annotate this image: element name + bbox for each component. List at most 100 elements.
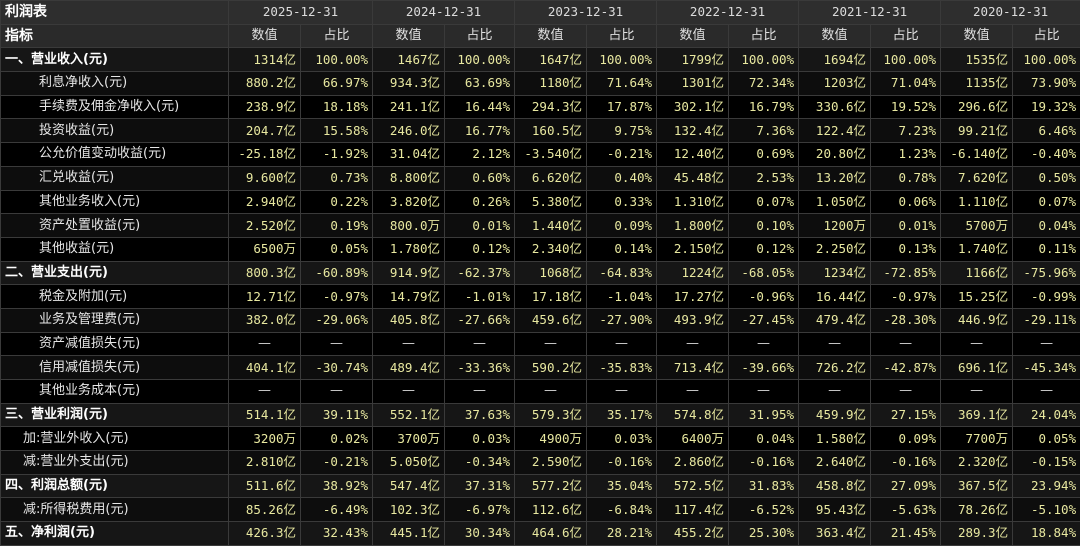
value-cell: 160.5亿 xyxy=(515,119,587,143)
value-cell: 800.3亿 xyxy=(229,261,301,285)
year-header[interactable]: 2025-12-31 xyxy=(229,1,373,25)
ratio-column-header[interactable]: 占比 xyxy=(301,24,373,48)
ratio-cell: 73.90% xyxy=(1013,72,1080,96)
table-row[interactable]: 税金及附加(元)12.71亿-0.97%14.79亿-1.01%17.18亿-1… xyxy=(1,285,1080,309)
value-cell: 13.20亿 xyxy=(799,166,871,190)
value-cell: 12.71亿 xyxy=(229,285,301,309)
row-label: 四、利润总额(元) xyxy=(1,474,229,498)
ratio-cell: — xyxy=(729,380,799,404)
ratio-cell: 0.02% xyxy=(301,427,373,451)
value-cell: 2.150亿 xyxy=(657,237,729,261)
ratio-cell: 7.36% xyxy=(729,119,799,143)
ratio-cell: -0.34% xyxy=(445,451,515,475)
ratio-cell: 0.69% xyxy=(729,143,799,167)
ratio-column-header[interactable]: 占比 xyxy=(445,24,515,48)
ratio-column-header[interactable]: 占比 xyxy=(729,24,799,48)
ratio-cell: 39.11% xyxy=(301,403,373,427)
value-column-header[interactable]: 数值 xyxy=(657,24,729,48)
row-label: 其他业务成本(元) xyxy=(1,380,229,404)
ratio-column-header[interactable]: 占比 xyxy=(1013,24,1080,48)
value-column-header[interactable]: 数值 xyxy=(941,24,1013,48)
year-header[interactable]: 2022-12-31 xyxy=(657,1,799,25)
table-row[interactable]: 资产减值损失(元)———————————— xyxy=(1,332,1080,356)
value-cell: 132.4亿 xyxy=(657,119,729,143)
ratio-cell: 0.40% xyxy=(587,166,657,190)
value-cell: — xyxy=(515,332,587,356)
value-cell: 914.9亿 xyxy=(373,261,445,285)
ratio-cell: 27.15% xyxy=(871,403,941,427)
value-column-header[interactable]: 数值 xyxy=(373,24,445,48)
value-cell: 296.6亿 xyxy=(941,95,1013,119)
value-cell: 446.9亿 xyxy=(941,308,1013,332)
ratio-cell: 0.04% xyxy=(729,427,799,451)
value-column-header[interactable]: 数值 xyxy=(229,24,301,48)
year-header[interactable]: 2020-12-31 xyxy=(941,1,1080,25)
row-label: 其他收益(元) xyxy=(1,237,229,261)
ratio-cell: 15.58% xyxy=(301,119,373,143)
value-cell: 1.050亿 xyxy=(799,190,871,214)
ratio-cell: -1.01% xyxy=(445,285,515,309)
ratio-column-header[interactable]: 占比 xyxy=(871,24,941,48)
ratio-cell: — xyxy=(445,380,515,404)
table-row[interactable]: 信用减值损失(元)404.1亿-30.74%489.4亿-33.36%590.2… xyxy=(1,356,1080,380)
value-cell: 574.8亿 xyxy=(657,403,729,427)
value-cell: -25.18亿 xyxy=(229,143,301,167)
ratio-cell: 0.07% xyxy=(729,190,799,214)
ratio-cell: 0.03% xyxy=(587,427,657,451)
row-label: 减:营业外支出(元) xyxy=(1,451,229,475)
value-column-header[interactable]: 数值 xyxy=(799,24,871,48)
value-cell: 1.310亿 xyxy=(657,190,729,214)
ratio-cell: 35.17% xyxy=(587,403,657,427)
value-cell: 1068亿 xyxy=(515,261,587,285)
ratio-cell: 0.07% xyxy=(1013,190,1080,214)
year-header[interactable]: 2024-12-31 xyxy=(373,1,515,25)
value-cell: 85.26亿 xyxy=(229,498,301,522)
value-cell: 1.580亿 xyxy=(799,427,871,451)
table-row[interactable]: 减:所得税费用(元)85.26亿-6.49%102.3亿-6.97%112.6亿… xyxy=(1,498,1080,522)
ratio-cell: 100.00% xyxy=(729,48,799,72)
ratio-cell: -35.83% xyxy=(587,356,657,380)
value-cell: 2.640亿 xyxy=(799,451,871,475)
value-cell: 1166亿 xyxy=(941,261,1013,285)
value-cell: 1203亿 xyxy=(799,72,871,96)
value-column-header[interactable]: 数值 xyxy=(515,24,587,48)
ratio-cell: 0.04% xyxy=(1013,214,1080,238)
ratio-cell: -1.92% xyxy=(301,143,373,167)
value-cell: 579.3亿 xyxy=(515,403,587,427)
value-cell: — xyxy=(941,380,1013,404)
ratio-column-header[interactable]: 占比 xyxy=(587,24,657,48)
table-row[interactable]: 减:营业外支出(元)2.810亿-0.21%5.050亿-0.34%2.590亿… xyxy=(1,451,1080,475)
value-cell: 726.2亿 xyxy=(799,356,871,380)
value-cell: 367.5亿 xyxy=(941,474,1013,498)
ratio-cell: — xyxy=(871,332,941,356)
year-header[interactable]: 2021-12-31 xyxy=(799,1,941,25)
value-cell: 112.6亿 xyxy=(515,498,587,522)
ratio-cell: -27.66% xyxy=(445,308,515,332)
value-cell: 3.820亿 xyxy=(373,190,445,214)
ratio-cell: -0.21% xyxy=(301,451,373,475)
value-cell: 9.600亿 xyxy=(229,166,301,190)
ratio-cell: 27.09% xyxy=(871,474,941,498)
table-row[interactable]: 业务及管理费(元)382.0亿-29.06%405.8亿-27.66%459.6… xyxy=(1,308,1080,332)
year-header[interactable]: 2023-12-31 xyxy=(515,1,657,25)
ratio-cell: -0.15% xyxy=(1013,451,1080,475)
value-cell: 3200万 xyxy=(229,427,301,451)
value-cell: 294.3亿 xyxy=(515,95,587,119)
table-row[interactable]: 二、营业支出(元)800.3亿-60.89%914.9亿-62.37%1068亿… xyxy=(1,261,1080,285)
table-row[interactable]: 其他业务成本(元)———————————— xyxy=(1,380,1080,404)
ratio-cell: 0.73% xyxy=(301,166,373,190)
ratio-cell: 0.01% xyxy=(871,214,941,238)
